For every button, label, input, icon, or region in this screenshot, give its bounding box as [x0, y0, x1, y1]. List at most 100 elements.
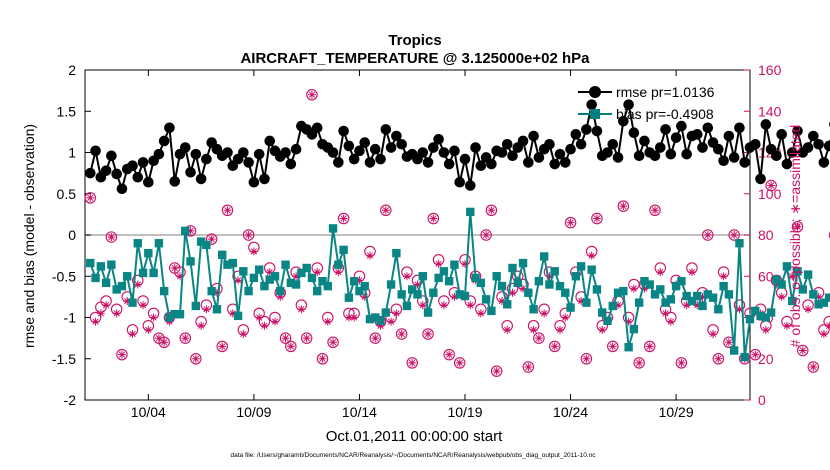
bias-point	[128, 298, 137, 307]
obs-assimilated-point	[497, 297, 506, 305]
bias-point	[735, 239, 744, 248]
obs-assimilated-point	[476, 309, 485, 318]
obs-assimilated-point	[635, 358, 644, 367]
rmse-point	[343, 140, 355, 152]
rmse-point	[90, 145, 101, 157]
obs-assimilated-point	[656, 268, 665, 277]
obs-assimilated-point	[534, 334, 543, 343]
obs-assimilated-point	[703, 231, 712, 239]
obs-possible-point	[221, 204, 234, 217]
bias-point	[165, 313, 174, 322]
y-axis-label-right: # of obs: o=possible; ∗=assimilated	[787, 125, 803, 348]
rmse-point	[802, 142, 814, 153]
bias-point	[661, 298, 670, 307]
obs-possible-point	[380, 204, 392, 217]
bias-point	[413, 290, 422, 299]
obs-assimilated-point	[144, 325, 153, 334]
bias-point	[218, 250, 227, 259]
rmse-point	[190, 148, 202, 160]
bias-point	[297, 268, 306, 278]
bias-point	[671, 281, 681, 291]
rmse-point	[734, 122, 745, 134]
bias-point	[677, 277, 686, 286]
obs-assimilated-point	[809, 363, 818, 371]
rmse-point	[786, 147, 798, 158]
obs-possible-point	[105, 231, 118, 243]
y-tick-label-left: -1.5	[52, 351, 76, 367]
obs-assimilated-point	[344, 313, 353, 322]
rmse-point	[676, 120, 687, 132]
bias-point	[144, 248, 153, 258]
obs-possible-point	[453, 357, 466, 369]
rmse-point	[528, 130, 539, 142]
bias-point	[191, 301, 201, 311]
rmse-point	[808, 130, 819, 142]
bias-point	[751, 306, 760, 316]
obs-possible-point	[369, 332, 382, 344]
obs-assimilated-point	[619, 202, 628, 211]
rmse-point	[396, 138, 407, 150]
y-axis-label-left: rmse and bias (model - observation)	[21, 124, 37, 348]
obs-possible-point	[427, 212, 440, 225]
y-tick-label-left: 2	[68, 62, 76, 78]
obs-assimilated-point	[176, 272, 184, 281]
bias-point	[650, 290, 660, 299]
obs-assimilated-point	[292, 272, 301, 281]
bias-point	[656, 285, 665, 294]
obs-assimilated-point	[381, 206, 390, 215]
bias-point	[566, 303, 575, 312]
rmse-point	[660, 124, 671, 135]
rmse-point	[523, 157, 534, 168]
obs-assimilated-point	[286, 342, 295, 351]
rmse-point	[449, 145, 460, 157]
bias-point	[112, 285, 121, 294]
obs-assimilated-point	[624, 317, 633, 326]
bias-point	[640, 277, 649, 286]
obs-assimilated-point	[461, 259, 469, 268]
obs-assimilated-point	[350, 313, 359, 322]
obs-assimilated-point	[408, 358, 417, 367]
obs-assimilated-point	[260, 321, 269, 330]
rmse-point	[169, 176, 181, 187]
bias-point	[302, 263, 311, 273]
rmse-point	[285, 158, 297, 170]
rmse-point	[586, 99, 597, 110]
obs-assimilated-point	[181, 334, 190, 343]
bias-point	[824, 293, 830, 302]
rmse-point	[713, 143, 724, 155]
bias-point	[619, 286, 628, 296]
chart-subtitle: AIRCRAFT_TEMPERATURE @ 3.125000e+02 hPa	[240, 50, 590, 67]
obs-assimilated-point	[819, 330, 828, 338]
rmse-point	[391, 130, 402, 142]
obs-assimilated-point	[107, 233, 116, 242]
bias-point	[101, 278, 111, 288]
rmse-point	[238, 147, 249, 158]
rmse-point	[670, 132, 682, 143]
obs-assimilated-point	[318, 354, 327, 363]
obs-possible-point	[580, 352, 593, 365]
bias-point	[529, 305, 538, 314]
bias-point	[450, 260, 459, 269]
bias-point	[587, 265, 596, 274]
obs-assimilated-point	[429, 214, 438, 223]
rmse-point	[164, 122, 175, 134]
rmse-point	[565, 143, 576, 155]
obs-assimilated-point	[629, 284, 638, 293]
rmse-point	[623, 99, 634, 110]
rmse-point	[760, 119, 772, 130]
obs-assimilated-point	[170, 264, 179, 272]
obs-assimilated-point	[123, 297, 132, 305]
obs-assimilated-point	[614, 301, 623, 310]
rmse-point	[179, 142, 191, 153]
obs-assimilated-point	[202, 305, 211, 314]
bias-point	[392, 248, 401, 258]
obs-assimilated-point	[751, 350, 760, 359]
obs-possible-point	[702, 229, 714, 241]
obs-assimilated-point	[117, 350, 126, 359]
obs-assimilated-point	[788, 272, 797, 281]
rmse-point	[311, 122, 323, 134]
obs-assimilated-point	[112, 309, 121, 318]
rmse-point	[143, 176, 154, 188]
bias-point	[349, 277, 359, 286]
obs-possible-point	[712, 352, 725, 365]
